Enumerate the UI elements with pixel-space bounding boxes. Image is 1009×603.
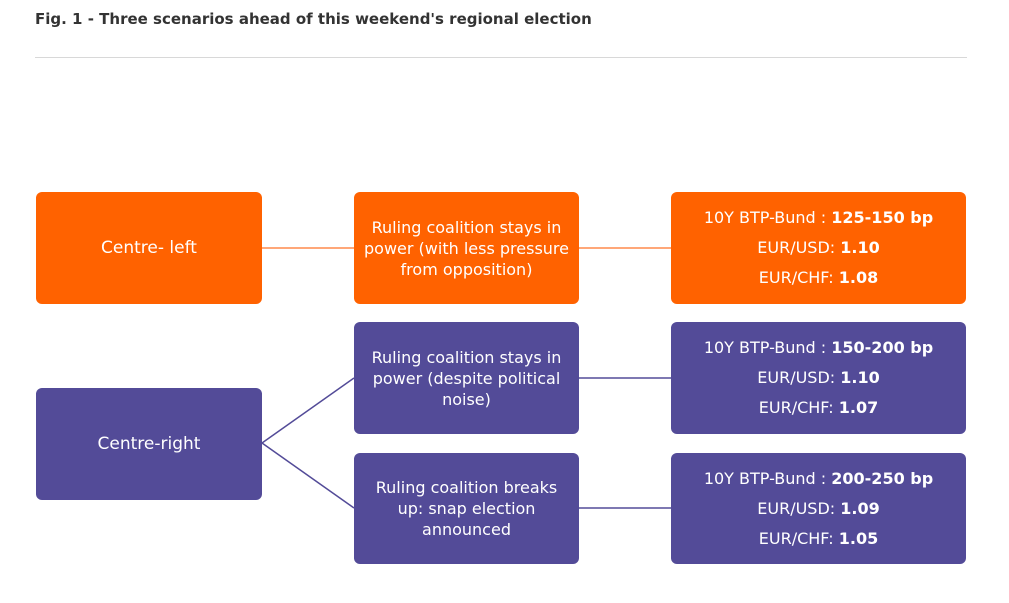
node-centre-left: Centre- left — [36, 192, 262, 304]
node-centre-left-label: Centre- left — [101, 238, 197, 258]
scenario-2-line-3: noise) — [442, 389, 491, 409]
node-centre-right: Centre-right — [36, 388, 262, 500]
outcome-1-row-eurusd: EUR/USD: 1.10 — [757, 233, 879, 263]
scenario-2: Ruling coalition stays in power (despite… — [354, 322, 579, 434]
outcome-3-row-eurchf: EUR/CHF: 1.05 — [759, 524, 878, 554]
outcome-1-row-spread: 10Y BTP-Bund : 125-150 bp — [704, 203, 933, 233]
scenario-1: Ruling coalition stays in power (with le… — [354, 192, 579, 304]
outcome-2-row-eurchf: EUR/CHF: 1.07 — [759, 393, 878, 423]
outcome-2-spread-value: 150-200 bp — [831, 338, 934, 357]
scenario-1-line-2: power (with less pressure — [364, 238, 569, 258]
outcome-2-eurchf-value: 1.07 — [838, 398, 879, 417]
node-centre-right-label: Centre-right — [97, 434, 201, 454]
outcome-3-row-eurusd: EUR/USD: 1.09 — [757, 494, 879, 524]
figure-title: Fig. 1 - Three scenarios ahead of this w… — [35, 10, 592, 28]
scenario-3: Ruling coalition breaks up: snap electio… — [354, 453, 579, 564]
outcome-3-eurusd-value: 1.09 — [840, 498, 880, 518]
outcome-1-eurusd-value: 1.10 — [840, 238, 880, 257]
outcome-2-spread-label: 10Y BTP-Bund : — [703, 338, 832, 357]
outcome-2-row-eurusd: EUR/USD: 1.10 — [757, 363, 879, 393]
title-divider — [35, 57, 967, 58]
outcome-2-eurusd-value: 1.10 — [840, 368, 880, 387]
outcome-1: 10Y BTP-Bund : 125-150 bp EUR/USD: 1.10 … — [671, 192, 966, 304]
outcome-3-row-spread: 10Y BTP-Bund : 200-250 bp — [704, 464, 933, 494]
outcome-3: 10Y BTP-Bund : 200-250 bp EUR/USD: 1.09 … — [671, 453, 966, 564]
outcome-1-eurchf-value: 1.08 — [838, 268, 879, 287]
scenario-3-line-1: Ruling coalition breaks — [375, 478, 558, 497]
outcome-2-eurchf-label: EUR/CHF: — [758, 398, 839, 417]
outcome-3-eurchf-label: EUR/CHF: — [758, 528, 839, 548]
outcome-2: 10Y BTP-Bund : 150-200 bp EUR/USD: 1.10 … — [671, 322, 966, 434]
scenario-2-line-2: power (despite political — [372, 368, 561, 388]
outcome-3-eurusd-label: EUR/USD: — [757, 498, 841, 518]
outcome-3-spread-label: 10Y BTP-Bund : — [703, 468, 832, 488]
outcome-3-eurchf-value: 1.05 — [838, 528, 879, 548]
scenario-1-line-3: from opposition) — [400, 259, 533, 279]
outcome-1-spread-label: 10Y BTP-Bund : — [703, 208, 832, 227]
outcome-3-spread-value: 200-250 bp — [831, 468, 934, 488]
scenario-3-line-2: up: snap election — [397, 499, 536, 518]
outcome-2-row-spread: 10Y BTP-Bund : 150-200 bp — [704, 333, 933, 363]
connector-centre-right-to-scenario-3 — [261, 442, 355, 509]
scenario-3-line-3: announced — [422, 520, 511, 539]
scenario-1-line-1: Ruling coalition stays in — [371, 217, 562, 237]
connector-centre-right-to-scenario-2 — [261, 377, 355, 444]
scenario-2-line-1: Ruling coalition stays in — [371, 347, 562, 367]
outcome-1-eurchf-label: EUR/CHF: — [758, 268, 839, 287]
outcome-1-spread-value: 125-150 bp — [831, 208, 934, 227]
outcome-1-eurusd-label: EUR/USD: — [757, 238, 841, 257]
outcome-1-row-eurchf: EUR/CHF: 1.08 — [759, 263, 878, 293]
outcome-2-eurusd-label: EUR/USD: — [757, 368, 841, 387]
